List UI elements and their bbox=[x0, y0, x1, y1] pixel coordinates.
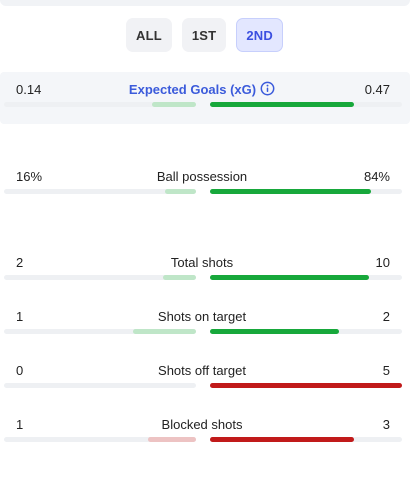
stat-label-text: Expected Goals (xG) bbox=[128, 82, 257, 97]
away-bar-fill bbox=[210, 275, 370, 280]
section-top-edge bbox=[0, 0, 410, 6]
away-bar-track bbox=[210, 329, 402, 334]
away-bar-fill bbox=[210, 383, 402, 388]
away-bar-track bbox=[210, 437, 402, 442]
home-value: 0 bbox=[16, 363, 24, 378]
home-bar-fill bbox=[165, 189, 196, 194]
stat-label: Blocked shots bbox=[161, 417, 243, 432]
tab-1st[interactable]: 1ST bbox=[181, 18, 227, 52]
home-bar-track bbox=[4, 437, 196, 442]
home-bar-track bbox=[4, 329, 196, 334]
away-value: 5 bbox=[382, 363, 390, 378]
stat-row-blocked-shots: 1 Blocked shots 3 bbox=[0, 416, 410, 456]
tab-all[interactable]: ALL bbox=[126, 18, 172, 52]
info-circle-icon[interactable] bbox=[260, 81, 275, 96]
xg-highlight-band bbox=[0, 72, 410, 124]
home-bar-track bbox=[4, 275, 196, 280]
home-bar-track bbox=[4, 102, 196, 107]
home-bar-fill bbox=[151, 102, 196, 107]
away-value: 84% bbox=[363, 169, 390, 184]
away-bar-fill bbox=[210, 189, 372, 194]
tab-2nd[interactable]: 2ND bbox=[236, 18, 283, 52]
period-tabs: ALL 1ST 2ND bbox=[126, 18, 283, 52]
home-value: 1 bbox=[16, 417, 24, 432]
away-bar-track bbox=[210, 383, 402, 388]
stat-label: Shots off target bbox=[158, 363, 246, 378]
home-bar-track bbox=[4, 383, 196, 388]
home-value: 1 bbox=[16, 309, 24, 324]
home-bar-fill bbox=[148, 437, 196, 442]
away-bar-track bbox=[210, 189, 402, 194]
away-bar-fill bbox=[210, 329, 339, 334]
stat-label[interactable]: Expected Goals (xG) bbox=[0, 81, 404, 99]
home-bar-fill bbox=[163, 275, 196, 280]
away-bar-fill bbox=[210, 437, 354, 442]
away-bar-fill bbox=[210, 102, 354, 107]
home-value: 0.14 bbox=[16, 82, 42, 97]
home-value: 16% bbox=[16, 169, 43, 184]
away-value: 10 bbox=[375, 255, 390, 270]
stat-row-total-shots: 2 Total shots 10 bbox=[0, 254, 410, 294]
stat-row-ball-possession: 16% Ball possession 84% bbox=[0, 168, 410, 208]
stat-row-expected-goals: 0.14 Expected Goals (xG) 0.47 bbox=[0, 81, 410, 121]
away-bar-track bbox=[210, 102, 402, 107]
away-bar-track bbox=[210, 275, 402, 280]
stat-row-shots-on-target: 1 Shots on target 2 bbox=[0, 308, 410, 348]
home-value: 2 bbox=[16, 255, 24, 270]
stat-label: Total shots bbox=[170, 255, 234, 270]
away-value: 3 bbox=[382, 417, 390, 432]
home-bar-fill bbox=[132, 329, 196, 334]
stat-label: Shots on target bbox=[157, 309, 247, 324]
away-value: 2 bbox=[382, 309, 390, 324]
away-value: 0.47 bbox=[364, 82, 390, 97]
home-bar-track bbox=[4, 189, 196, 194]
stat-label: Ball possession bbox=[156, 169, 248, 184]
stat-row-shots-off-target: 0 Shots off target 5 bbox=[0, 362, 410, 402]
